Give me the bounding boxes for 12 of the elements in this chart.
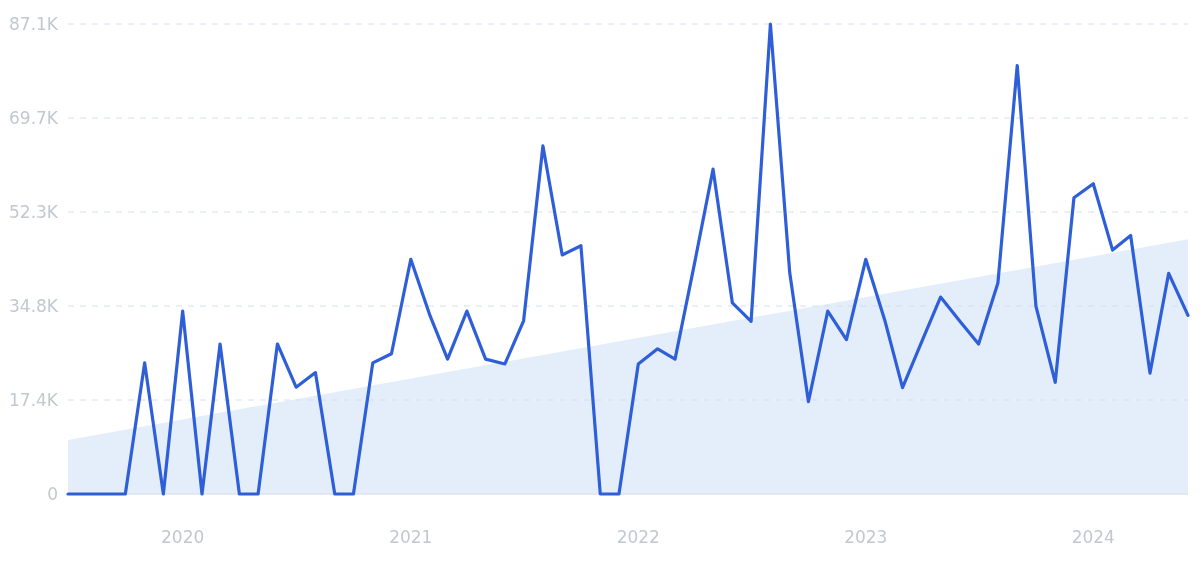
y-tick-label: 0	[47, 483, 58, 504]
line-series	[66, 22, 1190, 496]
x-tick-label: 2021	[389, 527, 433, 547]
x-tick-label: 2023	[844, 527, 888, 547]
x-tick-label: 2024	[1071, 527, 1115, 547]
y-tick-label: 17.4K	[9, 389, 59, 410]
x-tick-label: 2022	[616, 527, 660, 547]
x-tick-label: 2020	[161, 527, 205, 547]
y-tick-label: 34.8K	[9, 295, 59, 316]
y-tick-label: 69.7K	[9, 107, 59, 128]
y-tick-label: 52.3K	[9, 201, 59, 222]
y-tick-label: 87.1K	[9, 13, 59, 34]
